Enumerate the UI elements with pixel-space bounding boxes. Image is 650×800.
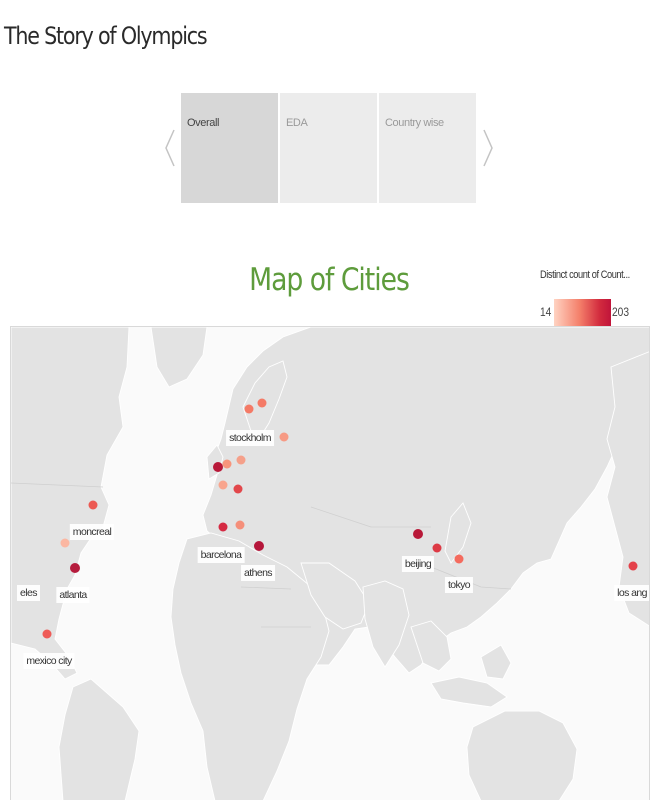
city-marker[interactable] — [244, 404, 254, 414]
city-marker[interactable] — [254, 541, 264, 551]
city-marker[interactable] — [628, 561, 638, 571]
map-title: Map of Cities — [249, 262, 410, 298]
city-marker[interactable] — [413, 529, 423, 539]
next-story-point-button[interactable] — [481, 126, 495, 170]
legend-min-value: 14 — [540, 305, 552, 319]
city-label-los-angeles-left: eles — [17, 585, 40, 601]
story-title: The Story of Olympics — [4, 22, 208, 50]
story-tabs: Overall EDA Country wise — [181, 93, 478, 203]
city-marker[interactable] — [218, 522, 228, 532]
city-marker[interactable] — [60, 538, 70, 548]
country-borders — [11, 482, 512, 628]
city-marker[interactable] — [454, 554, 464, 564]
city-label-moncreal: moncreal — [69, 524, 115, 540]
chevron-right-icon — [483, 129, 493, 167]
city-label-mexico-city: mexico city — [23, 653, 75, 669]
city-marker[interactable] — [213, 462, 223, 472]
city-marker[interactable] — [218, 480, 228, 490]
previous-story-point-button[interactable] — [163, 126, 177, 170]
legend-color-ramp — [554, 299, 611, 328]
city-label-barcelona: barcelona — [197, 547, 245, 563]
world-map[interactable]: stockholm moncreal atlanta barcelona ath… — [10, 326, 650, 800]
legend-title[interactable]: Distinct count of Count... — [540, 269, 630, 281]
city-label-athens: athens — [241, 565, 275, 581]
city-marker[interactable] — [42, 629, 52, 639]
city-marker[interactable] — [257, 398, 267, 408]
legend-max-value: 203 — [612, 305, 630, 319]
city-label-tokyo: tokyo — [444, 577, 474, 593]
city-marker[interactable] — [235, 520, 245, 530]
chevron-left-icon — [165, 129, 175, 167]
city-marker[interactable] — [88, 500, 98, 510]
city-label-stockholm: stockholm — [226, 430, 274, 446]
city-label-los-angeles: los ang — [614, 585, 649, 601]
city-label-beijing: beijing — [401, 556, 435, 572]
city-label-atlanta: atlanta — [56, 587, 90, 603]
tab-country-wise[interactable]: Country wise — [379, 93, 476, 203]
city-marker[interactable] — [279, 432, 289, 442]
city-marker[interactable] — [432, 543, 442, 553]
city-markers — [42, 398, 638, 639]
tab-overall[interactable]: Overall — [181, 93, 278, 203]
tab-eda[interactable]: EDA — [280, 93, 377, 203]
city-marker[interactable] — [222, 459, 232, 469]
city-marker[interactable] — [70, 563, 80, 573]
city-marker[interactable] — [233, 484, 243, 494]
city-marker[interactable] — [236, 455, 246, 465]
